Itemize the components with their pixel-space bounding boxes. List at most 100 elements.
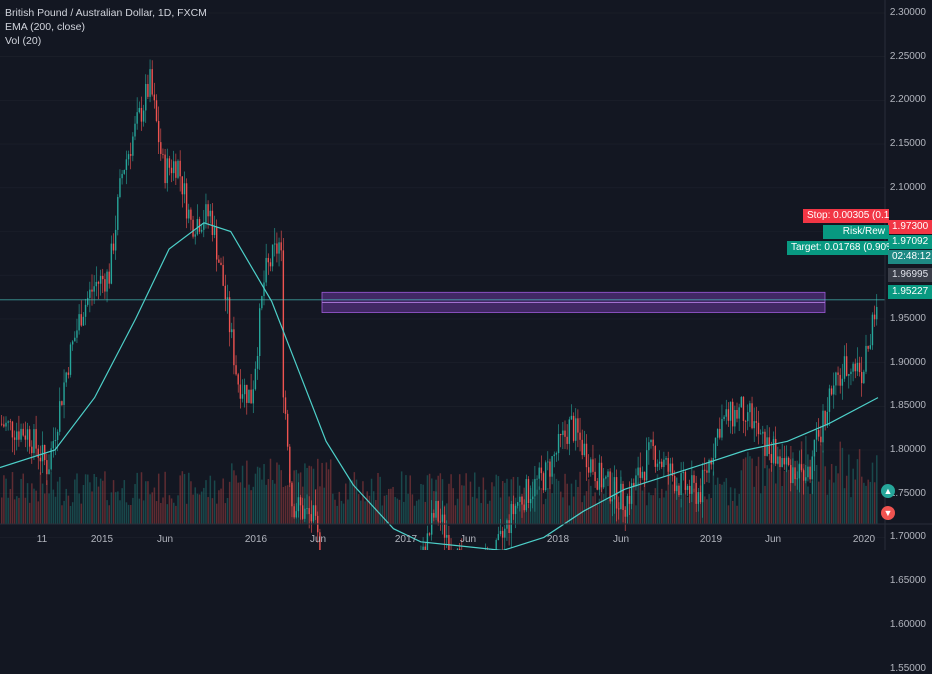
- volume-bar: [854, 479, 857, 524]
- volume-bar: [147, 481, 149, 524]
- candle-body: [682, 471, 684, 474]
- candle-body: [624, 510, 626, 517]
- volume-bar: [340, 500, 343, 524]
- volume-bar: [263, 464, 265, 524]
- volume-bar: [18, 497, 20, 524]
- volume-bar: [192, 494, 194, 524]
- chart-legend: British Pound / Australian Dollar, 1D, F…: [5, 6, 207, 48]
- risk-reward-zone: [321, 291, 826, 313]
- candle-body: [818, 430, 820, 437]
- volume-bar: [84, 474, 87, 524]
- target-label[interactable]: Target: 0.01768 (0.90%: [787, 241, 889, 255]
- volume-bar: [871, 462, 874, 524]
- volume-bar: [727, 505, 730, 524]
- candle-body: [658, 461, 661, 464]
- price-tick-label: 2.25000: [889, 50, 926, 62]
- candle-body: [286, 413, 289, 447]
- candle-body: [719, 428, 721, 438]
- volume-bar: [35, 490, 37, 524]
- candle-body: [259, 308, 261, 357]
- candle-body: [560, 433, 562, 436]
- volume-bar: [461, 485, 463, 524]
- candle-body: [639, 467, 641, 478]
- candle-body: [615, 477, 618, 509]
- candle-body: [583, 443, 586, 456]
- volume-bar: [153, 487, 156, 524]
- volume-bar: [362, 481, 364, 524]
- time-tick-label: 2015: [90, 534, 114, 545]
- candle-body: [190, 209, 192, 220]
- volume-bar: [226, 497, 229, 524]
- volume-bar: [422, 484, 424, 524]
- candle-body: [714, 437, 717, 458]
- volume-bar: [364, 501, 366, 524]
- volume-bar: [351, 480, 353, 524]
- volume-bar: [31, 483, 33, 524]
- volume-bar: [841, 447, 844, 524]
- volume-bar: [764, 485, 766, 524]
- volume-bar: [222, 478, 224, 524]
- candle-body: [585, 443, 588, 468]
- candle-body: [652, 439, 654, 447]
- volume-bar: [134, 484, 136, 524]
- volume-bar: [525, 500, 528, 524]
- volume-bar: [385, 494, 388, 524]
- grid: [0, 12, 885, 538]
- volume-bar: [317, 458, 319, 524]
- symbol-title[interactable]: British Pound / Australian Dollar, 1D, F…: [5, 7, 207, 19]
- candle-body: [218, 259, 220, 263]
- candle-body: [89, 289, 91, 298]
- candle-body: [80, 314, 82, 326]
- candle-body: [278, 242, 280, 254]
- candle-body: [850, 371, 852, 375]
- volume-bar: [820, 444, 822, 524]
- candle-body: [676, 485, 678, 492]
- risk-reward-label[interactable]: Risk/Rew: [823, 225, 889, 239]
- candle-body: [729, 401, 732, 421]
- price-chart[interactable]: [0, 0, 932, 550]
- volume-bar: [183, 474, 186, 524]
- stop-label[interactable]: Stop: 0.00305 (0.1: [803, 209, 889, 223]
- volume-bar: [123, 480, 126, 524]
- volume-bar: [652, 495, 654, 524]
- volume-bar: [353, 472, 356, 524]
- candle-body: [265, 257, 267, 283]
- volume-bar: [828, 479, 831, 524]
- volume-bar: [547, 487, 549, 524]
- candle-body: [428, 533, 431, 535]
- volume-bar: [327, 469, 330, 524]
- ema-legend[interactable]: EMA (200, close): [5, 21, 85, 33]
- candle-body: [828, 388, 831, 412]
- volume-bar: [185, 503, 188, 524]
- vol-legend[interactable]: Vol (20): [5, 35, 42, 47]
- volume-bar: [50, 471, 52, 524]
- candle-body: [162, 153, 164, 155]
- candle-body: [800, 464, 803, 471]
- volume-bar: [16, 496, 18, 524]
- volume-bar: [312, 468, 315, 524]
- candle-body: [577, 418, 579, 433]
- candle-body: [435, 501, 437, 518]
- candle-body: [650, 439, 652, 443]
- candle-body: [422, 546, 424, 550]
- candle-body: [20, 428, 22, 440]
- candle-body: [796, 478, 798, 480]
- volume-bar: [635, 505, 637, 524]
- volume-bar: [104, 471, 106, 524]
- volume-bar: [861, 476, 863, 524]
- candle-body: [820, 436, 822, 443]
- volume-bar: [648, 492, 650, 524]
- candle-body: [132, 136, 134, 156]
- candle-body: [289, 446, 291, 483]
- volume-bar: [499, 497, 502, 524]
- candle-body: [697, 492, 699, 504]
- volume-bar: [669, 471, 672, 524]
- time-tick-label: 2020: [852, 534, 876, 545]
- volume-bar: [415, 500, 418, 524]
- candle-body: [248, 389, 250, 403]
- price-tick-label: 2.10000: [889, 181, 926, 193]
- candle-body: [306, 508, 308, 509]
- volume-bar: [400, 471, 403, 524]
- candle-body: [205, 204, 207, 223]
- candle-body: [153, 94, 156, 101]
